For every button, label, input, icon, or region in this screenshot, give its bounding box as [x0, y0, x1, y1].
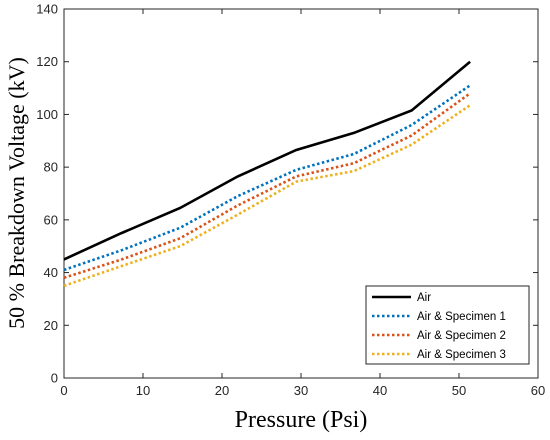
x-tick-label: 30 [294, 383, 308, 398]
y-tick-label: 0 [51, 371, 58, 386]
y-tick-label: 140 [36, 2, 58, 17]
legend: Air Air & Specimen 1 Air & Specimen 2 Air &… [365, 285, 530, 365]
legend-label-2: Air & Specimen 1 [417, 311, 506, 323]
series-lines [63, 60, 471, 288]
y-axis-title: 50 % Breakdown Voltage (kV) [4, 57, 29, 329]
y-tick-label: 80 [44, 160, 58, 175]
series-line-1 [63, 60, 471, 261]
x-tick-label: 40 [373, 383, 387, 398]
legend-box [365, 285, 530, 365]
y-tick-label: 120 [36, 54, 58, 69]
x-axis-title: Pressure (Psi) [235, 407, 368, 433]
x-tick-label: 60 [531, 383, 545, 398]
series-line-4 [63, 104, 471, 288]
y-tick-label: 60 [44, 212, 58, 227]
series-line-2 [63, 84, 471, 272]
legend-label-3: Air & Specimen 2 [417, 330, 506, 342]
y-tick-label: 100 [36, 107, 58, 122]
legend-label-1: Air [417, 292, 431, 304]
y-tick-label: 20 [44, 318, 58, 333]
x-tick-label: 10 [136, 383, 150, 398]
x-tick-label: 20 [215, 383, 229, 398]
y-tick-label: 40 [44, 265, 58, 280]
legend-label-4: Air & Specimen 3 [417, 349, 506, 361]
series-line-3 [63, 92, 471, 280]
y-axis-ticks: 0 20 40 60 80 100 120 140 [36, 2, 538, 386]
x-tick-label: 50 [452, 383, 466, 398]
x-axis-ticks: 0 10 20 30 40 50 60 [60, 9, 545, 398]
x-tick-label: 0 [60, 383, 67, 398]
